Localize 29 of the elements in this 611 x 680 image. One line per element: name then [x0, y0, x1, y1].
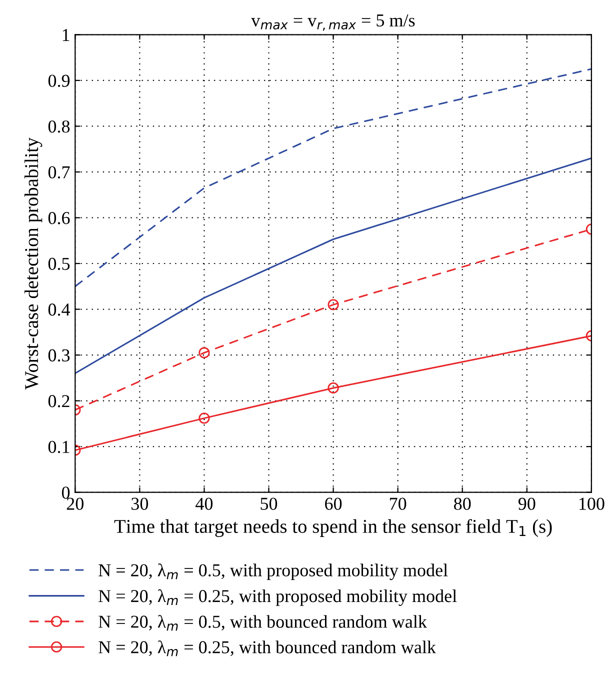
- x-tick-label: 20: [66, 498, 84, 510]
- y-tick-label: 0.1: [48, 440, 70, 454]
- y-tick-label: 0.5: [48, 258, 70, 270]
- x-tick-label: 40: [196, 498, 213, 510]
- y-axis-title: Worst-case detection probability: [24, 137, 42, 390]
- line-series: [75, 68, 592, 288]
- legend-label: N = 20, λ$_{m}$ = 0.5, with bounced random walk: [98, 614, 427, 631]
- legend-label: N = 20, λ$_{m}$ = 0.5, with proposed mobility model: [98, 563, 448, 580]
- x-tick-label: 30: [132, 498, 148, 510]
- x-tick-label: 90: [518, 498, 536, 510]
- y-tick-label: 0.9: [48, 74, 70, 87]
- y-tick-label: 0.6: [48, 212, 70, 224]
- y-tick-label: 0.4: [48, 304, 70, 316]
- line-series: [75, 157, 592, 374]
- x-axis-title: Time that target needs to spend in the sensor field T$_{1}$ (s): [114, 519, 552, 537]
- x-tick-label: 80: [454, 498, 471, 510]
- y-tick-label: 0.7: [48, 166, 70, 178]
- y-tick-label: 0.2: [48, 395, 70, 408]
- chart-title: v$_{max}$ = v$_{r,max}$ = 5 m/s: [251, 14, 415, 31]
- y-tick-label: 1: [62, 29, 70, 41]
- y-tick-label: 0.8: [48, 120, 70, 133]
- x-tick-label: 70: [390, 498, 406, 510]
- y-tick-label: 0: [62, 486, 70, 499]
- x-tick-label: 50: [260, 498, 278, 510]
- y-tick-label: 0.3: [48, 349, 70, 362]
- legend-label: N = 20, λ$_{m}$ = 0.25, with bounced random walk: [98, 640, 436, 656]
- x-tick-label: 100: [579, 498, 604, 510]
- x-tick-label: 60: [325, 498, 342, 510]
- legend-label: N = 20, λ$_{m}$ = 0.25, with proposed mobility model: [98, 589, 457, 606]
